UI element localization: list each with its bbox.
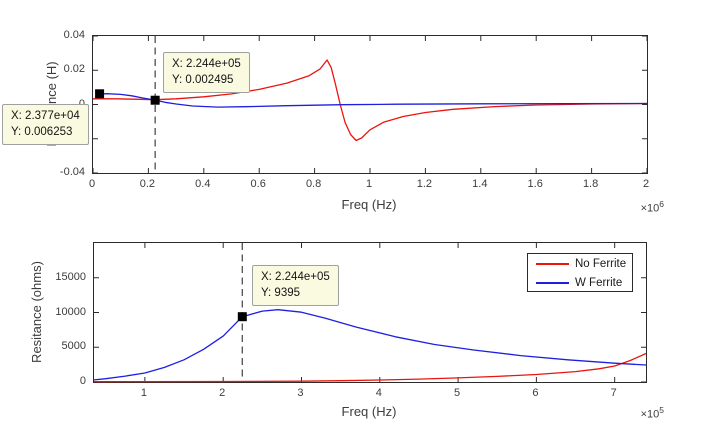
x-tick-label: 0.6: [250, 178, 266, 190]
x-tick-label: 1: [365, 178, 373, 190]
legend-label: No Ferrite: [575, 258, 627, 270]
x-tick-label: 0.4: [195, 178, 211, 190]
w-ferrite-curve[interactable]: [97, 93, 648, 108]
datatip-inductance-cursor[interactable]: X: 2.244e+05 Y: 0.002495: [163, 52, 250, 93]
datatip-inductance-left[interactable]: X: 2.377e+04 Y: 0.006253: [2, 104, 89, 145]
plot-canvas: [93, 243, 647, 383]
w-ferrite-curve[interactable]: [93, 309, 647, 381]
datatip-marker[interactable]: [95, 89, 105, 99]
datatip-x-value: X: 2.244e+05: [172, 58, 241, 70]
x-tick-label: 1.4: [472, 178, 488, 190]
x-tick-label: 5: [454, 387, 461, 399]
resistance-ylabel: Resitance (ohms): [29, 261, 44, 363]
resistance-xlabel: Freq (Hz): [341, 404, 397, 419]
legend-label: W Ferrite: [575, 277, 623, 289]
inductance-x-exponent: ×106: [640, 199, 664, 215]
inductance-xlabel: Freq (Hz): [341, 197, 397, 212]
x-tick-label: 3: [297, 387, 304, 399]
datatip-x-value: X: 2.244e+05: [261, 271, 330, 283]
x-tick-label: 2: [642, 178, 650, 190]
plot-canvas: [92, 35, 648, 174]
x-tick-label: 1.6: [527, 178, 543, 190]
x-tick-label: 0: [88, 178, 96, 190]
datatip-y-value: Y: 0.006253: [11, 126, 73, 138]
x-tick-label: 6: [532, 387, 539, 399]
x-tick-label: 1.2: [416, 178, 433, 190]
legend-item-w-ferrite[interactable]: W Ferrite: [528, 274, 632, 292]
legend[interactable]: No Ferrite W Ferrite: [527, 253, 633, 292]
x-tick-label: 4: [375, 387, 382, 399]
datatip-marker[interactable]: [150, 95, 160, 105]
legend-item-no-ferrite[interactable]: No Ferrite: [528, 255, 632, 273]
datatip-y-value: Y: 9395: [261, 287, 301, 299]
x-tick-label: 2: [219, 387, 226, 399]
resistance-x-exponent: ×105: [640, 405, 664, 421]
x-tick-label: 0.8: [305, 178, 322, 190]
w-ferrite-line-sample: [536, 282, 569, 284]
x-tick-label: 1: [140, 387, 147, 399]
datatip-resistance-cursor[interactable]: X: 2.244e+05 Y: 9395: [252, 265, 339, 306]
x-tick-label: 7: [610, 387, 617, 399]
no-ferrite-curve[interactable]: [93, 352, 647, 383]
datatip-y-value: Y: 0.002495: [172, 74, 234, 86]
x-tick-label: 1.8: [582, 178, 599, 190]
datatip-x-value: X: 2.377e+04: [11, 110, 80, 122]
datatip-marker[interactable]: [237, 312, 247, 322]
no-ferrite-curve[interactable]: [93, 59, 648, 142]
x-tick-label: 0.2: [139, 178, 156, 190]
no-ferrite-line-sample: [536, 263, 569, 265]
